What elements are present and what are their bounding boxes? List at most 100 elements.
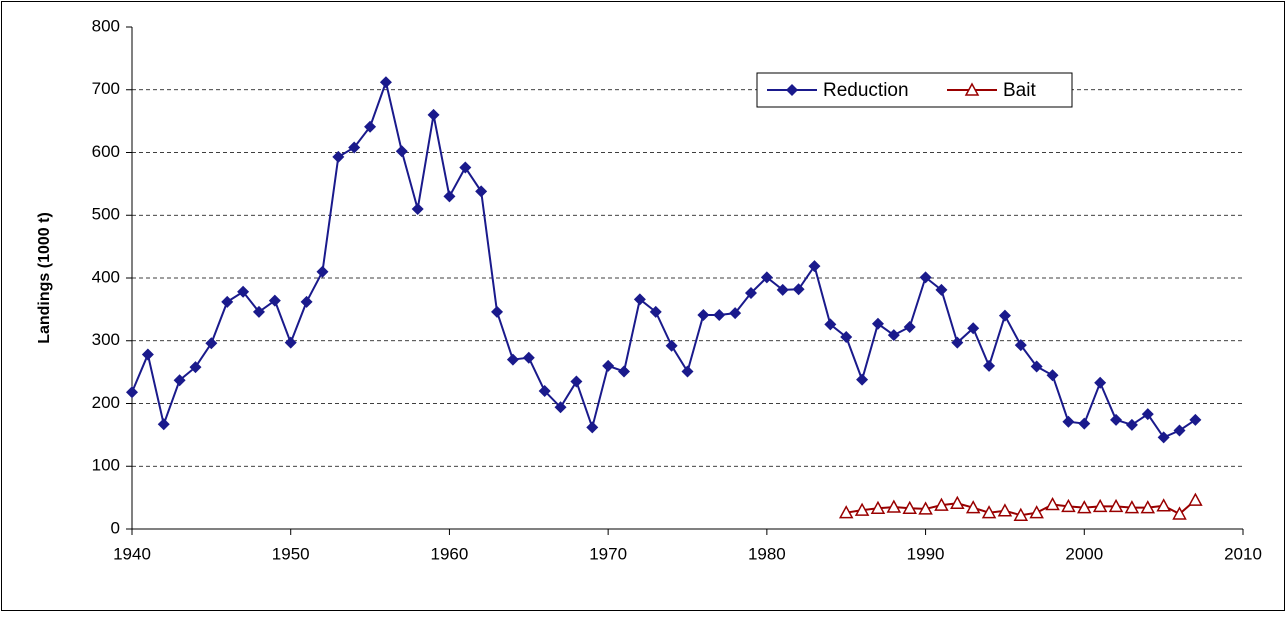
diamond-marker (744, 287, 757, 300)
diamond-marker (681, 365, 694, 378)
diamond-marker (126, 386, 138, 399)
diamond-marker (237, 285, 250, 298)
diamond-marker (141, 348, 154, 361)
y-tick-label: 800 (92, 16, 120, 35)
diamond-marker (268, 294, 281, 307)
diamond-marker (284, 336, 297, 349)
triangle-marker (870, 500, 886, 515)
diamond-marker (649, 305, 662, 318)
triangle-marker (1013, 507, 1029, 521)
y-tick-label: 0 (111, 518, 120, 537)
x-tick-label: 1950 (272, 544, 310, 563)
legend-label: Reduction (823, 80, 909, 101)
diamond-marker (792, 283, 805, 296)
diamond-marker (1094, 376, 1107, 389)
triangle-marker (838, 505, 854, 519)
triangle-marker (886, 499, 902, 513)
diamond-marker (776, 283, 789, 296)
diamond-marker (538, 384, 551, 397)
y-tick-label: 200 (92, 393, 120, 412)
x-tick-label: 1940 (113, 544, 151, 563)
diamond-marker (252, 305, 265, 318)
diamond-marker (935, 283, 948, 296)
diamond-marker (633, 293, 646, 306)
diamond-marker (887, 329, 900, 342)
diamond-marker (840, 330, 853, 343)
triangle-marker (1188, 492, 1203, 506)
triangle-marker (854, 502, 870, 516)
diamond-marker (1157, 431, 1170, 444)
diamond-marker (459, 161, 472, 174)
triangle-marker (934, 497, 949, 511)
diamond-marker (443, 190, 456, 203)
diamond-marker (300, 295, 313, 308)
triangle-marker (902, 500, 917, 515)
diamond-marker (364, 120, 377, 133)
legend-label: Bait (1003, 80, 1036, 101)
diamond-marker (316, 265, 329, 278)
diamond-marker (856, 373, 869, 386)
triangle-marker (981, 505, 997, 519)
diamond-marker (522, 351, 535, 364)
diamond-marker (586, 421, 599, 434)
triangle-marker (964, 82, 980, 96)
y-tick-label: 300 (92, 330, 120, 349)
diamond-marker (1141, 408, 1154, 421)
diamond-marker (221, 295, 234, 308)
diamond-marker (1173, 424, 1186, 437)
x-tick-label: 1970 (589, 544, 627, 563)
diamond-marker (332, 150, 345, 163)
y-axis-label: Landings (1000 t) (36, 212, 53, 344)
y-tick-label: 400 (92, 267, 120, 286)
triangle-marker (1156, 498, 1171, 512)
y-tick-label: 700 (92, 79, 120, 98)
diamond-marker (570, 375, 583, 388)
diamond-marker (1046, 369, 1059, 382)
diamond-marker (713, 309, 726, 322)
diamond-marker (951, 336, 964, 349)
diamond-marker (871, 317, 884, 330)
y-tick-label: 100 (92, 456, 120, 475)
diamond-marker (1062, 415, 1075, 428)
x-tick-label: 2000 (1065, 544, 1103, 563)
diamond-marker (729, 307, 742, 320)
triangle-marker (1092, 498, 1108, 513)
diamond-marker (618, 365, 631, 378)
triangle-marker (1029, 505, 1044, 519)
series-line (131, 78, 1196, 439)
triangle-marker (1140, 500, 1156, 514)
diamond-marker (411, 202, 424, 215)
y-tick-label: 500 (92, 205, 120, 224)
diamond-marker (1110, 413, 1123, 426)
triangle-marker (997, 503, 1013, 517)
diamond-marker (173, 374, 186, 387)
diamond-marker (157, 418, 170, 431)
diamond-marker (760, 271, 773, 284)
diamond-marker (491, 305, 504, 318)
diamond-marker (602, 359, 615, 372)
diamond-marker (189, 361, 202, 374)
triangle-marker (1108, 498, 1124, 513)
triangle-marker (918, 501, 933, 515)
diamond-marker (808, 260, 821, 273)
diamond-marker (903, 320, 916, 333)
triangle-marker (1045, 496, 1060, 511)
x-tick-label: 1960 (431, 544, 469, 563)
x-tick-label: 1990 (907, 544, 945, 563)
x-tick-label: 2010 (1224, 544, 1262, 563)
diamond-marker (205, 337, 218, 350)
diamond-marker (665, 339, 678, 352)
diamond-marker (1014, 339, 1027, 352)
triangle-marker (950, 495, 965, 510)
diamond-marker (506, 353, 519, 366)
diamond-marker (395, 145, 408, 158)
diamond-marker (967, 322, 980, 335)
triangle-marker (1077, 500, 1092, 514)
triangle-marker (1124, 500, 1140, 514)
diamond-marker (1125, 418, 1138, 431)
triangle-marker (1172, 506, 1187, 520)
diamond-marker (983, 359, 996, 372)
x-tick-label: 1980 (748, 544, 786, 563)
